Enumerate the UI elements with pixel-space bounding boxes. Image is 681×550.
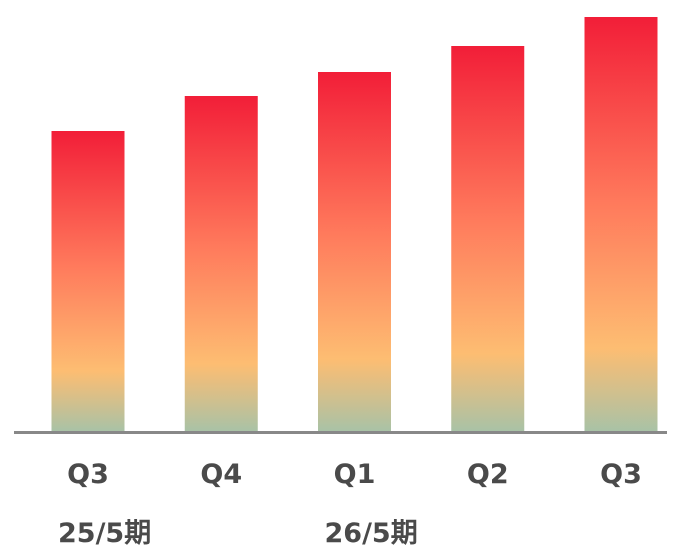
x-tick-labels: Q3 Q4 Q1 Q2 Q3 <box>67 459 642 490</box>
bar-2 <box>184 96 258 431</box>
x-tick-label: Q3 <box>67 459 109 490</box>
bars-group <box>51 17 658 431</box>
bar-5 <box>584 17 658 431</box>
bar-4 <box>451 46 525 431</box>
bar-3 <box>318 72 391 431</box>
x-tick-label: Q2 <box>467 459 509 490</box>
x-tick-label: Q1 <box>334 459 376 490</box>
x-tick-label: Q3 <box>600 459 642 490</box>
fiscal-year-label: 26/5期 <box>325 518 418 549</box>
x-tick-label: Q4 <box>200 459 242 490</box>
fiscal-year-label: 25/5期 <box>58 518 151 549</box>
bar-1 <box>51 131 125 431</box>
fiscal-year-labels: 25/5期 26/5期 <box>58 518 418 549</box>
